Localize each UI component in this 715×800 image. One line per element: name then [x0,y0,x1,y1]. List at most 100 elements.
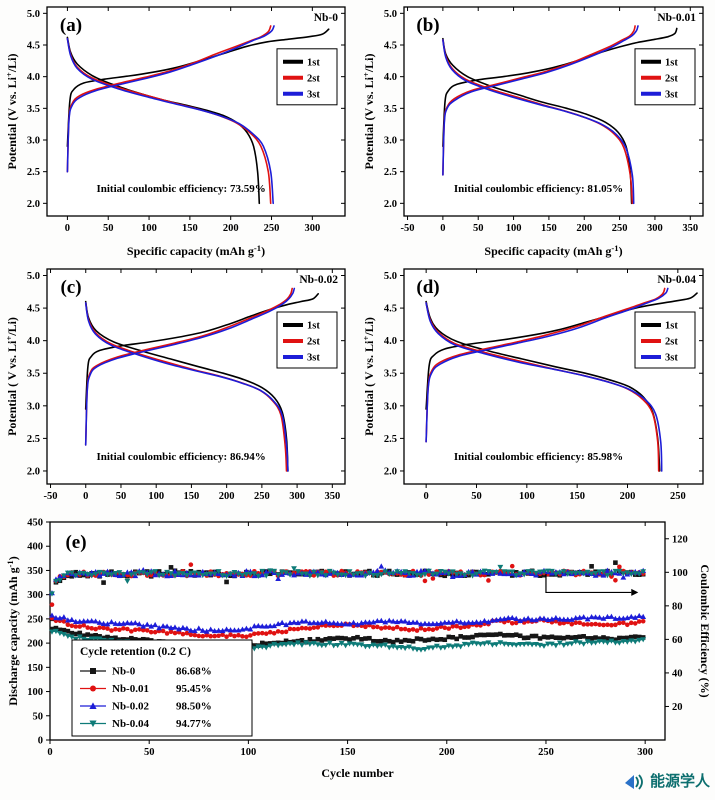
x-axis-title: Specific capacity (mAh g-1) [484,243,622,258]
efficiency-annotation: Initial coulombic efficiency: 73.59% [96,183,265,195]
y-tick-label: 2.5 [27,167,40,178]
curve-3st-charge [84,287,296,446]
curve-3st-charge [425,287,669,443]
right-axis-arrow [545,573,639,596]
x-tick-label: 200 [576,223,592,234]
y-right-tick-label: 40 [672,668,683,679]
y-tick-label: 4.5 [384,41,397,52]
y-tick-label: 5.0 [384,9,397,20]
sample-label: Nb-0.01 [657,12,696,24]
y-left-tick-label: 250 [27,614,43,625]
x-tick-label: 50 [473,223,484,234]
y-axis-title: Potential (V vs. Li+/Li) [4,53,19,169]
x-tick-label: 200 [219,491,235,502]
curve-3st-charge [66,25,275,173]
legend-retention-value: 98.50% [176,701,212,713]
efficiency-annotation: Initial coulombic efficiency: 86.94% [96,451,265,463]
curve-3st-discharge [84,302,289,472]
legend-label-2st: 2st [307,337,320,348]
curve-1st-charge [425,292,698,410]
x-tick-label: 50 [471,491,482,502]
x-tick-label: 300 [304,223,320,234]
y-tick-label: 3.5 [27,104,40,115]
x-tick-label: 100 [506,223,522,234]
y-axis-title: Potential (V vs. Li+/Li) [361,53,376,169]
x-tick-label: 0 [83,491,88,502]
curve-3st-discharge [442,39,635,205]
legend-label: Nb-0 [112,666,136,678]
legend-label-3st: 3st [665,353,678,364]
curve-2st-charge [84,287,293,446]
x-tick-label: 50 [116,491,127,502]
y-tick-label: 4.5 [27,41,40,52]
sample-label: Nb-0 [314,12,339,24]
efficiency-annotation: Initial coulombic efficiency: 81.05% [454,183,623,195]
x-tick-label: 0 [65,223,70,234]
panel-label: (a) [60,15,82,36]
x-tick-label: 250 [670,491,686,502]
x-tick-label: 100 [141,223,157,234]
y-tick-label: 4.0 [384,72,397,83]
panel-label: (d) [416,277,439,298]
sample-label: Nb-0.04 [657,274,696,286]
x-axis-title: Cycle number [321,766,394,780]
y-tick-label: 5.0 [27,271,40,282]
sample-label: Nb-0.02 [299,274,338,286]
y-left-tick-label: 400 [27,542,43,553]
y-tick-label: 2.0 [27,199,40,210]
x-tick-label: 150 [340,747,356,758]
panel-label: (e) [65,532,86,553]
series-Nb-0.04-efficiency-markers [49,564,647,597]
y-tick-label: 3.0 [384,401,397,412]
legend-label-2st: 2st [665,73,678,84]
legend-label-3st: 3st [307,89,320,100]
y-tick-label: 3.0 [27,136,40,147]
legend-label-1st: 1st [307,57,320,68]
legend-retention-value: 95.45% [176,683,212,695]
legend-label: Nb-0.02 [112,701,149,713]
x-tick-label: 200 [223,223,239,234]
x-tick-label: 150 [541,223,557,234]
panel-e-cycling-performance-chart: 0 50 100 150 200 250 300 0 50 100 150 200 250 300 350 4… [5,518,712,781]
x-tick-label: 150 [182,223,198,234]
y-tick-label: 4.0 [384,336,397,347]
legend-entry-Nb-0.02: Nb-0.02 98.50% [80,701,212,713]
y-left-tick-label: 300 [27,590,43,601]
curve-3st-discharge [425,302,663,472]
y-tick-label: 4.0 [27,336,40,347]
y-tick-label: 2.5 [384,434,397,445]
legend-entry-Nb-0.01: Nb-0.01 95.45% [80,683,212,695]
legend-label-3st: 3st [307,353,320,364]
y-tick-label: 3.5 [384,369,397,380]
legend-retention-value: 86.68% [176,666,212,678]
legend-label-3st: 3st [665,89,678,100]
x-tick-label: 300 [637,747,653,758]
y-tick-label: 2.0 [384,199,397,210]
curve-1st-charge [84,293,319,410]
x-tick-label: 0 [47,747,52,758]
legend-label-1st: 1st [307,321,320,332]
y-axis-title: Potential ( V vs. Li+/Li) [361,317,376,436]
y-tick-label: 3.5 [384,104,397,115]
curve-2st-charge [442,25,636,176]
y-tick-label: 5.0 [27,9,40,20]
y-right-tick-label: 20 [672,702,683,713]
legend-retention-value: 94.77% [176,718,212,730]
plot-border [46,6,346,217]
y-left-tick-label: 350 [27,566,43,577]
y-left-tick-label: 0 [38,736,43,747]
y-tick-label: 2.0 [384,466,397,477]
y-right-axis-title: Coulombic Efficiency (%) [698,564,712,697]
x-tick-label: 100 [241,747,257,758]
panel-label: (c) [60,277,81,298]
legend-entry-Nb-0: Nb-0 86.68% [80,666,212,678]
series-Nb-0.01-capacity-markers [49,615,646,640]
x-tick-label: 150 [184,491,200,502]
legend-label-1st: 1st [665,57,678,68]
panel-label: (b) [416,15,439,36]
x-tick-label: 150 [569,491,585,502]
y-left-tick-label: 100 [27,687,43,698]
y-tick-label: 5.0 [384,271,397,282]
series-Nb-0.02-capacity-markers [49,612,647,634]
